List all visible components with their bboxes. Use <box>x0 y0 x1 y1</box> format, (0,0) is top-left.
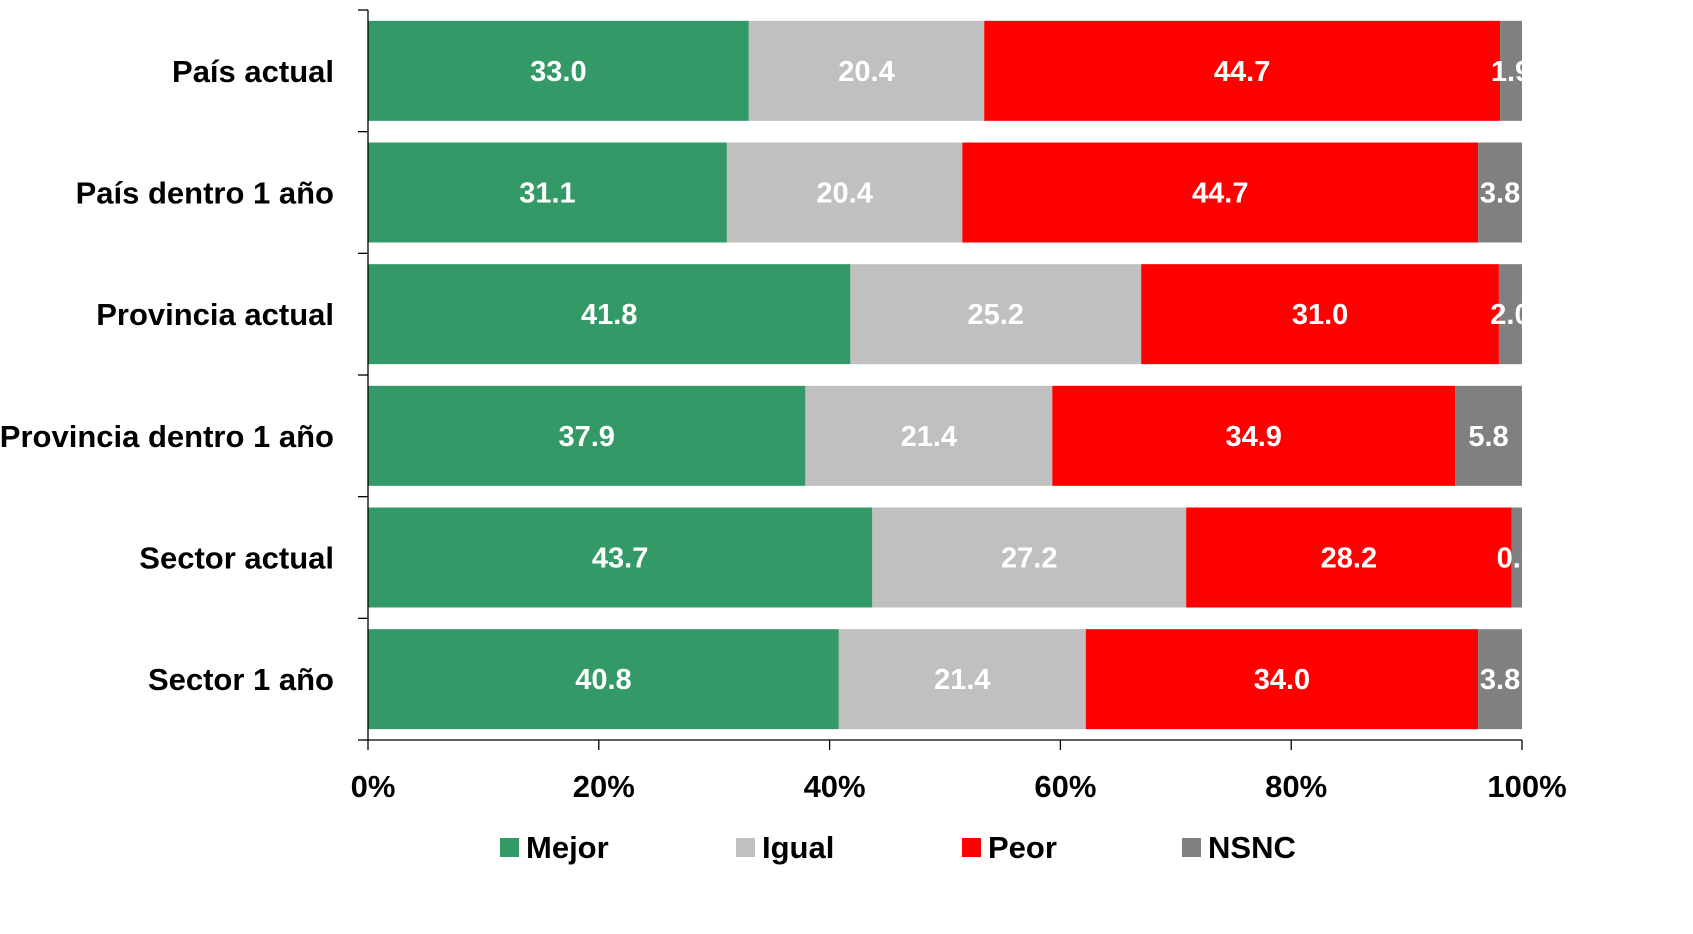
data-label-mejor-3: 37.9 <box>558 421 614 453</box>
data-label-igual-5: 21.4 <box>934 664 990 696</box>
bar-peor-0 <box>984 20 1501 121</box>
data-label-nsnc-1: 3.8 <box>1480 178 1520 210</box>
legend-swatch-nsnc <box>1182 838 1201 857</box>
category-label-5: Sector 1 año <box>148 662 334 697</box>
bar-mejor-3 <box>368 385 806 486</box>
data-label-mejor-5: 40.8 <box>575 664 631 696</box>
legend: Mejor Igual Peor NSNC <box>500 830 1296 865</box>
legend-label-peor: Peor <box>988 830 1057 865</box>
legend-swatch-mejor <box>500 838 519 857</box>
bar-peor-2 <box>1141 264 1499 365</box>
category-label-2: Provincia actual <box>96 297 334 332</box>
data-label-mejor-1: 31.1 <box>519 178 575 210</box>
data-label-igual-2: 25.2 <box>968 299 1024 331</box>
bar-igual-1 <box>726 142 963 243</box>
bar-peor-4 <box>1186 507 1512 608</box>
bar-nsnc-5 <box>1478 629 1522 730</box>
bars-group <box>368 20 1522 730</box>
bar-nsnc-2 <box>1498 264 1522 365</box>
bar-mejor-0 <box>368 20 749 121</box>
category-label-4: Sector actual <box>139 541 334 576</box>
legend-swatch-igual <box>736 838 755 857</box>
x-tick-label-0: 0% <box>351 769 396 804</box>
category-labels-group: País actual País dentro 1 año Provincia ac… <box>0 54 334 697</box>
x-tick-label-5: 100% <box>1487 769 1566 804</box>
data-label-peor-1: 44.7 <box>1192 178 1248 210</box>
data-labels-group: 33.0 20.4 44.7 1.9 31.1 20.4 44.7 3.8 41.8 25.2 31… <box>519 56 1537 696</box>
category-label-3: Provincia dentro 1 año <box>0 419 334 454</box>
data-label-mejor-0: 33.0 <box>530 56 586 88</box>
legend-label-nsnc: NSNC <box>1208 830 1296 865</box>
x-tick-label-3: 60% <box>1034 769 1096 804</box>
bar-igual-3 <box>805 385 1053 486</box>
data-label-peor-3: 34.9 <box>1225 421 1281 453</box>
bar-igual-2 <box>850 264 1142 365</box>
bar-peor-3 <box>1052 385 1456 486</box>
x-tick-label-2: 40% <box>804 769 866 804</box>
data-label-nsnc-2: 2.0 <box>1490 299 1530 331</box>
bar-mejor-1 <box>368 142 727 243</box>
bar-mejor-2 <box>368 264 851 365</box>
data-label-igual-1: 20.4 <box>816 178 872 210</box>
legend-label-mejor: Mejor <box>526 830 609 865</box>
data-label-mejor-2: 41.8 <box>581 299 637 331</box>
bar-nsnc-3 <box>1455 385 1522 486</box>
data-label-igual-4: 27.2 <box>1001 543 1057 575</box>
tick-labels-group: 0% 20% 40% 60% 80% 100% <box>351 769 1567 804</box>
bar-peor-1 <box>962 142 1479 243</box>
data-label-peor-4: 28.2 <box>1321 543 1377 575</box>
x-tick-label-4: 80% <box>1265 769 1327 804</box>
bar-igual-4 <box>872 507 1187 608</box>
data-label-igual-0: 20.4 <box>838 56 894 88</box>
axes-group <box>358 9 1523 750</box>
bar-nsnc-4 <box>1511 507 1522 608</box>
data-label-peor-5: 34.0 <box>1254 664 1310 696</box>
bar-nsnc-1 <box>1478 142 1522 243</box>
x-tick-label-1: 20% <box>573 769 635 804</box>
category-label-0: País actual <box>172 54 334 89</box>
bar-igual-0 <box>748 20 985 121</box>
bar-nsnc-0 <box>1500 20 1522 121</box>
data-label-mejor-4: 43.7 <box>592 543 648 575</box>
bar-igual-5 <box>838 629 1086 730</box>
data-label-igual-3: 21.4 <box>901 421 957 453</box>
bar-peor-5 <box>1085 629 1479 730</box>
bar-mejor-4 <box>368 507 873 608</box>
category-label-1: País dentro 1 año <box>76 176 334 211</box>
legend-swatch-peor <box>962 838 981 857</box>
data-label-nsnc-4: 0.9 <box>1497 543 1537 575</box>
data-label-nsnc-3: 5.8 <box>1468 421 1508 453</box>
data-label-nsnc-0: 1.9 <box>1491 56 1531 88</box>
legend-label-igual: Igual <box>762 830 834 865</box>
data-label-peor-0: 44.7 <box>1214 56 1270 88</box>
data-label-nsnc-5: 3.8 <box>1480 664 1520 696</box>
data-label-peor-2: 31.0 <box>1292 299 1348 331</box>
bar-mejor-5 <box>368 629 839 730</box>
